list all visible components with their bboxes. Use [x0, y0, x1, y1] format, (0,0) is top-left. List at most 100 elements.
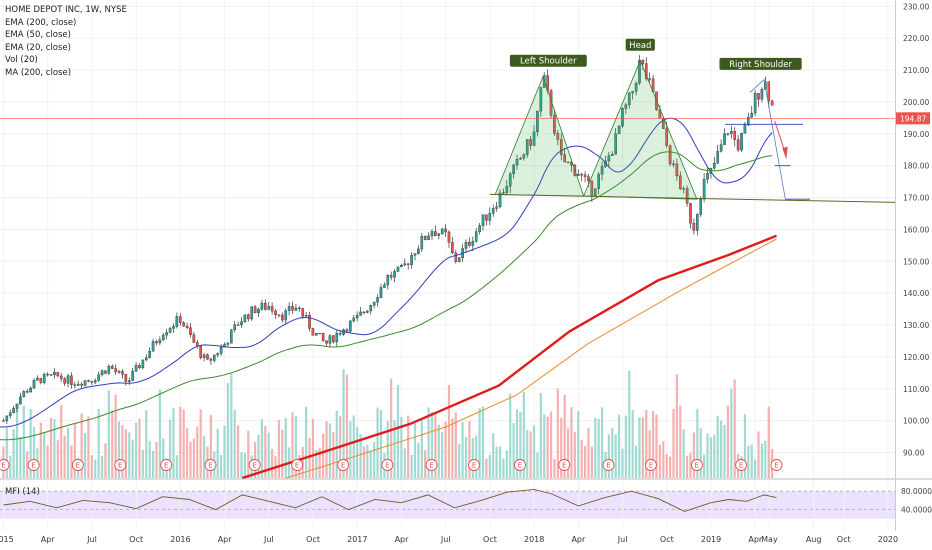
candle-body [260, 303, 264, 310]
volume-bar [155, 441, 158, 478]
volume-bar [233, 409, 236, 478]
candle-body [740, 133, 743, 151]
candle-body [230, 329, 233, 344]
candle-body [434, 231, 437, 236]
volume-bar [39, 422, 42, 478]
volume-bar [434, 414, 437, 478]
candle-body [624, 104, 628, 109]
time-tick-label: Oct [306, 535, 320, 544]
candle-body [706, 173, 709, 180]
volume-bar [63, 435, 66, 478]
candle-body [372, 301, 376, 306]
earnings-marker-label: E [739, 462, 743, 470]
candle-body [46, 373, 49, 376]
volume-bar [624, 415, 627, 478]
volume-bar [692, 432, 696, 478]
candle-body [73, 384, 77, 386]
candle-body [668, 145, 672, 165]
candle-body [53, 371, 56, 376]
volume-bar [325, 421, 328, 478]
candle-body [36, 378, 39, 381]
candle-body [699, 198, 703, 215]
volume-bar [566, 428, 570, 478]
earnings-marker-label: E [1, 462, 5, 470]
earnings-marker [735, 459, 748, 471]
volume-bar [9, 455, 12, 478]
mfi-label: MFI (14) [5, 487, 40, 497]
pattern-label: Head [629, 41, 651, 51]
volume-bar [430, 411, 434, 478]
volume-bar [675, 374, 678, 478]
candle-body [423, 236, 427, 240]
volume-bar [437, 424, 440, 478]
volume-bar [505, 450, 508, 478]
volume-bar [597, 418, 600, 478]
candle-body [83, 380, 87, 386]
volume-bar [427, 407, 430, 478]
volume-bar [5, 427, 8, 478]
mfi-axis[interactable]: 80.0000 40.0000 [901, 487, 932, 514]
head-and-shoulders-pattern: Left Shoulder Head Right Shoulder [489, 38, 896, 203]
time-tick-label: Jul [440, 535, 451, 544]
candle-body [437, 233, 441, 236]
candle-body [427, 235, 430, 240]
moving-averages [0, 117, 777, 480]
earnings-marker-label: E [518, 462, 522, 470]
candle-body [410, 255, 413, 265]
volume-bar [492, 433, 495, 478]
mfi-tick-label: 80.0000 [901, 487, 932, 496]
last-price-box [896, 112, 930, 125]
volume-bar [342, 369, 345, 478]
volume-bar [219, 454, 223, 478]
earnings-marker-label: E [562, 462, 566, 470]
candle-body [243, 314, 247, 322]
candle-body [294, 307, 298, 311]
volume-bar [526, 430, 529, 478]
candle-body [631, 91, 634, 94]
legend-ema50: EMA (50, close) [5, 30, 71, 40]
candle-body [400, 265, 403, 268]
volume-bar [60, 405, 63, 478]
volume-bar [549, 411, 553, 478]
volume-bar [754, 459, 757, 478]
volume-bar [26, 451, 29, 478]
candle-body [389, 275, 393, 278]
candle-body [406, 263, 410, 265]
candle-body [15, 403, 19, 409]
volume-bar [641, 417, 644, 478]
price-tick-label: 220.00 [903, 34, 929, 43]
earnings-marker-label: E [774, 462, 778, 470]
candle-body [542, 75, 546, 88]
earnings-marker [291, 459, 304, 471]
volume-bar [362, 446, 366, 478]
legend-ema20: EMA (20, close) [5, 42, 71, 53]
volume-bar [277, 420, 281, 478]
candle-body [468, 242, 471, 246]
time-tick-label: 2020 [878, 535, 898, 544]
candle-body [59, 375, 63, 379]
time-axis[interactable]: 2015 Apr Jul Oct 2016 Apr Jul Oct 2017 Apr Jul Oct 2… [0, 535, 898, 544]
candle-body [454, 252, 458, 262]
price-axis[interactable]: 90.00 100.00 110.00 120.00 130.00 140.00 150.0… [903, 2, 929, 457]
candle-body [151, 341, 155, 352]
volume-bar [182, 409, 185, 478]
candle-body [182, 322, 185, 327]
volume-bar [185, 427, 189, 478]
earnings-marker [770, 459, 783, 471]
volume-bar [628, 370, 631, 478]
candle-body [219, 346, 223, 354]
candle-body [556, 133, 560, 140]
candle-body [559, 139, 563, 155]
volume-bar [356, 427, 359, 478]
volume-bar [46, 445, 49, 478]
candle-body [689, 203, 692, 224]
time-tick-label: Oct [483, 535, 497, 544]
candle-body [440, 228, 444, 234]
price-tick-label: 170.00 [903, 194, 929, 203]
time-tick-label: Jul [263, 535, 274, 544]
volume-bar [175, 455, 178, 478]
earnings-marker [690, 459, 703, 471]
candle-body [430, 231, 434, 237]
candle-body [22, 391, 26, 398]
